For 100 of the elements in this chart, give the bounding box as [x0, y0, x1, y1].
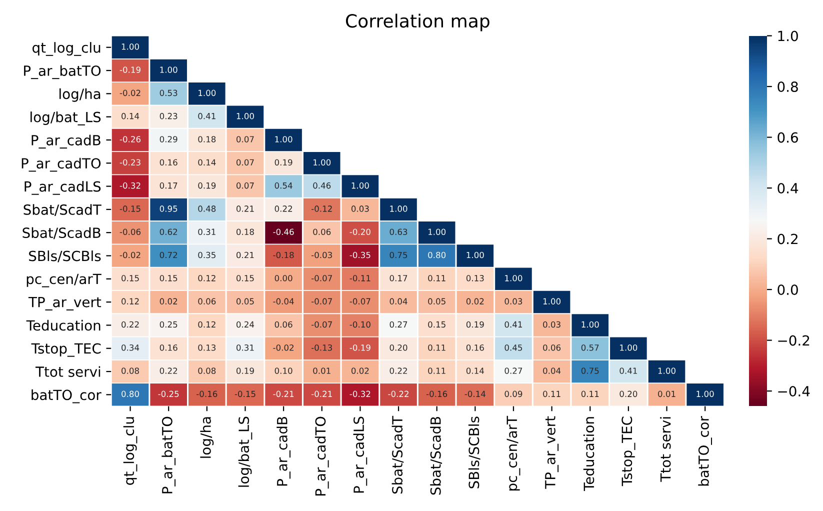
- data-label: 0.63: [390, 228, 408, 236]
- data-label: 0.72: [160, 252, 178, 258]
- data-label: 0.03: [543, 321, 560, 328]
- data-label: 0.13: [466, 275, 484, 282]
- color-bar-label: 1.0: [778, 30, 798, 42]
- data-label: -0.14: [464, 390, 486, 398]
- data-label: -0.02: [120, 252, 140, 258]
- data-label: 0.41: [198, 112, 216, 120]
- data-label: 1.00: [696, 390, 714, 398]
- data-label: 0.35: [198, 252, 216, 258]
- data-label: 0.41: [620, 368, 637, 374]
- data-label: -0.10: [350, 321, 370, 328]
- data-label: 0.14: [122, 112, 140, 120]
- data-label: 0.19: [274, 159, 292, 166]
- data-label: -0.15: [120, 206, 140, 212]
- data-label: -0.21: [311, 390, 332, 398]
- data-label: 0.12: [198, 275, 216, 282]
- data-label: 0.05: [236, 298, 254, 304]
- data-label: 0.01: [313, 368, 330, 374]
- data-label: 0.15: [122, 275, 139, 282]
- data-label: 1.00: [543, 298, 561, 304]
- data-label: -0.23: [120, 159, 140, 166]
- data-label: 0.95: [160, 206, 178, 212]
- data-label: 0.46: [313, 182, 331, 189]
- data-label: 0.14: [466, 368, 484, 374]
- data-label: 0.45: [504, 344, 522, 351]
- data-label: 0.17: [160, 182, 178, 189]
- data-label: 0.23: [160, 112, 178, 120]
- y-tick-label: Ttot servi: [35, 366, 100, 377]
- data-label: 1.00: [466, 252, 484, 258]
- y-tick-label: log/bat_LS: [30, 112, 101, 126]
- data-label: 0.14: [198, 159, 216, 166]
- data-label: 0.03: [504, 298, 522, 304]
- data-label: 1.00: [390, 206, 408, 212]
- data-label: 1.00: [658, 368, 676, 374]
- data-label: -0.32: [120, 182, 140, 189]
- x-tick-label: P_ar_cadTO: [314, 416, 329, 496]
- data-label: 1.00: [505, 275, 522, 282]
- data-label: 0.11: [543, 390, 560, 398]
- y-tick-label: pc_cen/arT: [26, 274, 102, 288]
- data-label: 0.25: [160, 321, 178, 328]
- data-label: 0.10: [274, 368, 292, 374]
- data-label: 0.08: [198, 368, 216, 374]
- x-tick-label: log/bat_LS: [238, 416, 252, 487]
- data-label: 0.18: [198, 136, 216, 142]
- data-label: 0.06: [198, 298, 216, 304]
- data-label: -0.19: [120, 66, 140, 73]
- data-label: 0.11: [581, 390, 599, 398]
- data-label: -0.21: [273, 390, 294, 398]
- y-tick-label: batTO_cor: [32, 389, 102, 404]
- data-label: -0.06: [120, 228, 141, 236]
- data-label: 0.11: [428, 344, 446, 351]
- data-label: 0.15: [160, 275, 178, 282]
- data-label: 0.06: [543, 344, 561, 351]
- data-label: 0.31: [198, 228, 216, 236]
- data-label: -0.15: [234, 390, 256, 398]
- data-label: -0.07: [350, 298, 370, 304]
- data-label: -0.20: [350, 228, 370, 236]
- data-label: 0.01: [658, 390, 676, 398]
- data-label: 1.00: [620, 344, 638, 351]
- data-label: 0.57: [581, 344, 599, 351]
- data-label: 0.22: [390, 368, 407, 374]
- y-tick-label: P_ar_batTO: [24, 65, 101, 80]
- data-label: 1.00: [122, 43, 139, 50]
- data-label: -0.13: [311, 344, 332, 351]
- y-tick-label: Sbat/ScadB: [22, 227, 100, 240]
- data-label: 0.62: [160, 228, 178, 236]
- x-tick-label: P_ar_cadB: [276, 416, 290, 486]
- data-label: 0.06: [274, 321, 292, 328]
- data-label: -0.46: [273, 228, 294, 236]
- data-label: 0.15: [428, 321, 446, 328]
- color-bar-label: 0.4: [778, 182, 798, 194]
- y-tick-label: P_ar_cadLS: [24, 181, 101, 195]
- data-label: 0.22: [122, 321, 139, 328]
- data-label: -0.07: [311, 321, 332, 328]
- data-label: 0.34: [122, 344, 140, 351]
- x-tick-label: log/ha: [200, 417, 214, 458]
- data-label: 0.11: [428, 368, 446, 374]
- x-tick-label: Tstop_TEC: [622, 416, 636, 486]
- data-label: 0.12: [122, 298, 139, 304]
- data-label: 0.17: [390, 275, 408, 282]
- data-label: -0.22: [388, 390, 408, 398]
- data-label: -0.18: [273, 252, 294, 258]
- data-label: 0.20: [390, 344, 408, 351]
- color-bar-label: 0.0: [778, 284, 798, 295]
- y-tick-label: P_ar_cadB: [32, 134, 100, 149]
- x-tick-label: batTO_cor: [698, 416, 712, 486]
- data-label: -0.16: [196, 390, 218, 398]
- data-label: -0.35: [350, 252, 370, 258]
- data-label: 0.08: [122, 368, 139, 374]
- y-tick-label: SBls/SCBls: [29, 250, 101, 262]
- data-label: 0.22: [274, 206, 292, 212]
- data-label: 0.27: [390, 321, 408, 328]
- color-bar-label: −0.4: [778, 386, 810, 396]
- data-label: 0.19: [198, 182, 216, 189]
- color-bar-label: 0.8: [778, 81, 798, 92]
- data-label: -0.25: [158, 390, 179, 398]
- data-label: -0.07: [311, 275, 332, 282]
- data-label: 0.80: [122, 390, 139, 398]
- data-label: 1.00: [582, 321, 599, 328]
